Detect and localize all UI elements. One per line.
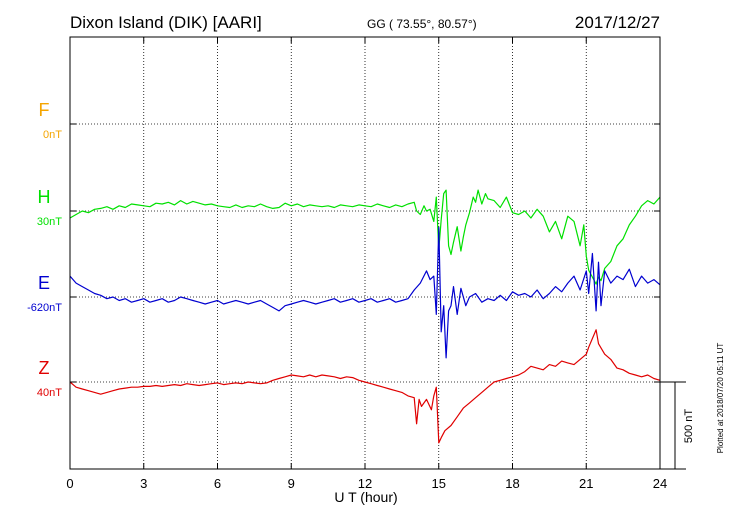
x-tick-label: 9 xyxy=(288,476,295,491)
x-axis-ticks: 0 3 6 9 12 15 18 21 24 xyxy=(66,37,667,491)
series-line-z xyxy=(69,329,661,444)
component-baseline-e: -620nT xyxy=(27,302,62,314)
station-title: Dixon Island (DIK) [AARI] xyxy=(70,13,262,32)
x-tick-label: 0 xyxy=(66,476,73,491)
grid-lines xyxy=(70,37,660,469)
chart-date: 2017/12/27 xyxy=(575,13,660,32)
x-axis-label: U T (hour) xyxy=(334,489,397,505)
component-name-e: E xyxy=(38,273,50,293)
series-line-h xyxy=(69,189,661,285)
scale-bar-label: 500 nT xyxy=(683,409,695,444)
x-tick-label: 12 xyxy=(358,476,372,491)
series-line-e xyxy=(69,226,661,359)
component-baseline-h: 30nT xyxy=(37,216,62,228)
component-name-h: H xyxy=(38,187,51,207)
series-group xyxy=(69,189,661,444)
component-baseline-z: 40nT xyxy=(37,387,62,399)
component-baseline-f: 0nT xyxy=(43,129,62,141)
x-tick-label: 3 xyxy=(140,476,147,491)
component-name-z: Z xyxy=(39,358,50,378)
x-tick-label: 15 xyxy=(432,476,446,491)
x-tick-label: 6 xyxy=(214,476,221,491)
component-labels: F 0nT H 30nT E -620nT Z 40nT xyxy=(27,100,62,399)
x-tick-label: 18 xyxy=(505,476,519,491)
component-name-f: F xyxy=(39,100,50,120)
x-tick-label: 24 xyxy=(653,476,667,491)
station-coordinates: GG ( 73.55°, 80.57°) xyxy=(367,17,477,31)
scale-bar: 500 nT xyxy=(660,381,695,470)
plotted-timestamp: Plotted at 2018/07/20 05:11 UT xyxy=(716,343,725,454)
x-tick-label: 21 xyxy=(579,476,593,491)
